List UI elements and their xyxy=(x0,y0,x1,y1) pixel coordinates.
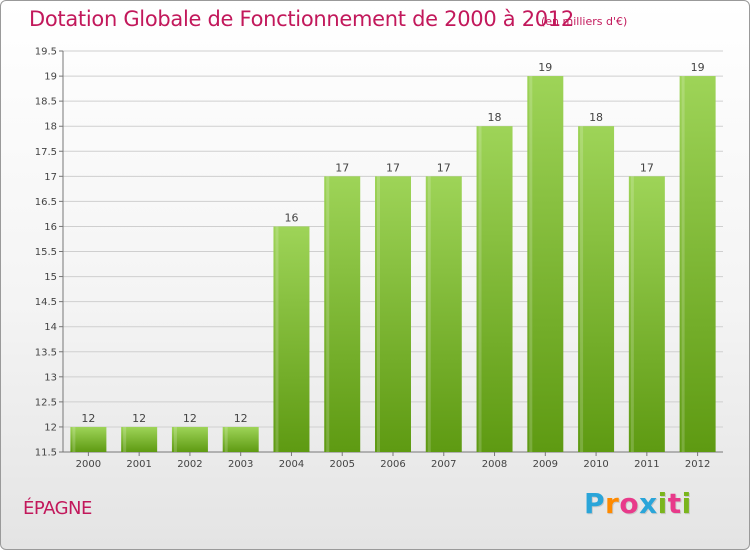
y-axis-labels: 11.5 12 12.5 13 13.5 14 14.5 15 15.5 16 16.5 17 17.5… xyxy=(35,47,57,459)
bar-value-label: 17 xyxy=(335,161,349,174)
bar-highlight xyxy=(123,426,127,452)
bar-highlight xyxy=(630,176,634,452)
chart-title: Dotation Globale de Fonctionnement de 20… xyxy=(29,7,574,31)
bar-highlight xyxy=(681,76,685,452)
bar-value-label: 12 xyxy=(81,412,95,425)
y-tick-label: 17 xyxy=(44,172,57,183)
bar-value-label: 16 xyxy=(284,211,298,224)
y-tick-label: 17.5 xyxy=(35,147,57,158)
logo-letter: o xyxy=(619,487,640,520)
bar xyxy=(476,126,513,452)
y-tick-label: 19 xyxy=(44,72,57,83)
y-tick-label: 19.5 xyxy=(35,47,57,58)
y-tick-label: 15.5 xyxy=(35,247,57,258)
x-tick-label: 2001 xyxy=(126,459,151,470)
y-tick-label: 12 xyxy=(44,422,57,433)
y-tick-label: 16 xyxy=(44,222,57,233)
x-tick-label: 2011 xyxy=(634,459,659,470)
logo-letter: t xyxy=(667,487,682,520)
bar xyxy=(578,126,615,452)
x-tick-label: 2009 xyxy=(533,459,558,470)
value-labels: 12 12 12 12 16 17 17 17 18 19 18 17 19 xyxy=(81,61,704,425)
x-axis-labels: 2000 2001 2002 2003 2004 2005 2006 2007 2008 2009… xyxy=(76,452,710,470)
y-tick-label: 14 xyxy=(44,322,57,333)
bar xyxy=(527,76,564,452)
x-tick-label: 2003 xyxy=(228,459,253,470)
logo-letter: P xyxy=(584,487,606,520)
y-tick-label: 13.5 xyxy=(35,347,57,358)
bar xyxy=(273,226,310,452)
y-tick-label: 18 xyxy=(44,122,57,133)
chart-subtitle: (en milliers d'€) xyxy=(541,15,628,28)
x-tick-label: 2002 xyxy=(177,459,202,470)
bar xyxy=(70,426,107,452)
bar-highlight xyxy=(377,176,380,452)
logo-letter: i xyxy=(681,487,692,520)
y-tick-label: 11.5 xyxy=(35,448,57,459)
commune-name: ÉPAGNE xyxy=(23,498,92,519)
logo-letter: r xyxy=(605,487,620,520)
x-tick-label: 2006 xyxy=(380,459,405,470)
bar-highlight xyxy=(224,426,228,452)
proxiti-logo: Proxiti xyxy=(584,487,692,520)
bar xyxy=(324,176,361,452)
bar xyxy=(171,426,208,452)
bar-highlight xyxy=(173,426,177,452)
bar-value-label: 12 xyxy=(183,412,197,425)
logo-letter: x xyxy=(639,487,658,520)
bar-value-label: 12 xyxy=(132,412,146,425)
x-tick-label: 2012 xyxy=(685,459,710,470)
bar xyxy=(628,176,665,452)
y-tick-label: 12.5 xyxy=(35,397,57,408)
bar-value-label: 12 xyxy=(234,412,248,425)
y-tick-label: 18.5 xyxy=(35,97,57,108)
y-tick-label: 13 xyxy=(44,372,57,383)
x-tick-label: 2005 xyxy=(330,459,355,470)
bar xyxy=(425,176,462,452)
bar-value-label: 18 xyxy=(589,111,603,124)
bar-value-label: 17 xyxy=(640,161,654,174)
bar xyxy=(222,426,259,452)
bar-highlight xyxy=(326,176,330,452)
bar-highlight xyxy=(427,176,431,452)
x-tick-label: 2008 xyxy=(482,459,507,470)
x-tick-label: 2000 xyxy=(76,459,101,470)
bars xyxy=(70,76,716,452)
y-tick-label: 16.5 xyxy=(35,197,57,208)
bar xyxy=(121,426,158,452)
x-tick-label: 2010 xyxy=(583,459,608,470)
bar xyxy=(375,176,411,452)
y-tick-label: 15 xyxy=(44,272,57,283)
bar-value-label: 17 xyxy=(386,161,400,174)
bar-value-label: 19 xyxy=(538,61,552,74)
bar-value-label: 17 xyxy=(437,161,451,174)
bar-value-label: 19 xyxy=(691,61,705,74)
bar-highlight xyxy=(580,126,584,452)
y-tick-label: 14.5 xyxy=(35,297,57,308)
bar-highlight xyxy=(529,76,533,452)
x-tick-label: 2007 xyxy=(431,459,456,470)
logo-letter: i xyxy=(657,487,668,520)
bar xyxy=(679,76,716,452)
bar-highlight xyxy=(275,226,279,452)
bar-highlight xyxy=(478,126,482,452)
bar-value-label: 18 xyxy=(488,111,502,124)
x-tick-label: 2004 xyxy=(279,459,304,470)
bar-highlight xyxy=(72,426,76,452)
